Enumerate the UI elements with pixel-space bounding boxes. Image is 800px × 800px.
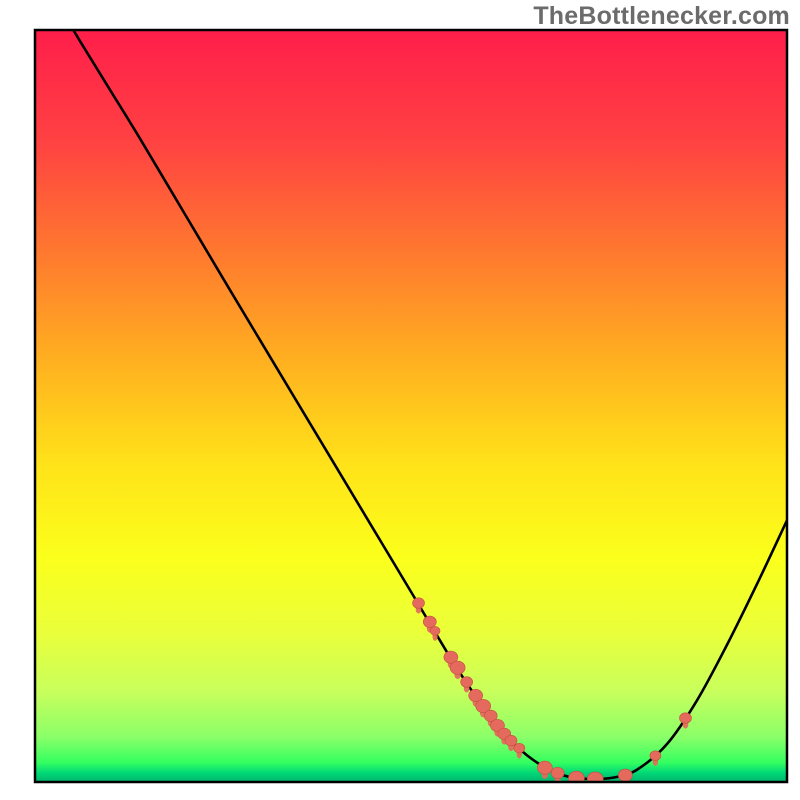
- chart-background-gradient: [35, 30, 787, 782]
- data-marker: [568, 771, 584, 790]
- stage: TheBottlenecker.com: [0, 0, 800, 800]
- watermark-text: TheBottlenecker.com: [533, 2, 790, 31]
- bottleneck-chart: [0, 0, 800, 800]
- data-marker: [618, 769, 632, 786]
